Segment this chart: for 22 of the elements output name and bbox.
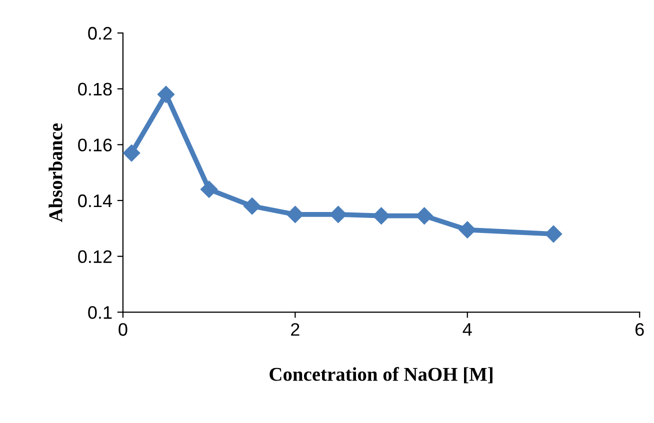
y-tick-label: 0.1	[88, 306, 112, 319]
point	[330, 206, 347, 224]
point	[372, 207, 390, 224]
x-axis-title: Concetration of NaOH [M]	[270, 367, 492, 384]
point	[544, 225, 562, 243]
point	[200, 180, 218, 198]
y-tick-label: 0.16	[78, 138, 112, 152]
x-tick-label: 6	[636, 323, 644, 336]
point	[416, 207, 433, 224]
y-tick-label: 0.2	[88, 26, 112, 40]
x-tick-label: 4	[462, 323, 472, 336]
y-tick-label: 0.18	[78, 82, 112, 96]
y-tick-label: 0.12	[78, 250, 112, 264]
point	[157, 86, 175, 103]
x-tick-label: 0	[118, 323, 128, 336]
x-tick-label: 2	[291, 323, 300, 336]
point	[458, 221, 476, 238]
point	[123, 144, 140, 162]
point	[286, 206, 304, 224]
y-tick-label: 0.14	[78, 194, 112, 208]
point	[244, 198, 261, 215]
y-axis-title: Absorbance	[48, 123, 62, 222]
